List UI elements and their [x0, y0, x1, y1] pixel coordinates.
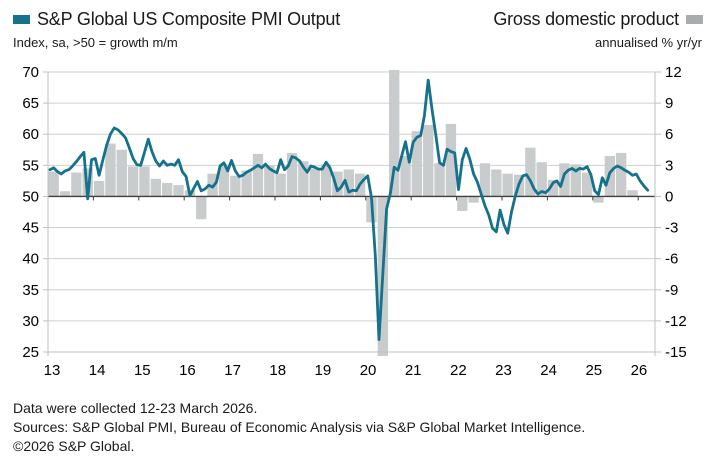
svg-text:40: 40 — [22, 251, 39, 268]
right-axis-subtitle: annualised % yr/yr — [595, 35, 702, 50]
footnote-copyright: ©2026 S&P Global. — [13, 438, 135, 454]
svg-text:21: 21 — [405, 362, 422, 379]
svg-text:13: 13 — [44, 362, 61, 379]
gdp-bars-group — [48, 70, 638, 356]
svg-text:3: 3 — [665, 157, 673, 174]
svg-text:65: 65 — [22, 95, 39, 112]
gridlines-group — [48, 71, 655, 353]
legend-right: Gross domestic product — [493, 9, 703, 30]
svg-text:14: 14 — [89, 362, 106, 379]
svg-text:-15: -15 — [665, 344, 687, 361]
zero-line-group — [48, 195, 655, 201]
svg-text:12: 12 — [665, 64, 682, 81]
svg-text:24: 24 — [540, 362, 557, 379]
left-axis-subtitle: Index, sa, >50 = growth m/m — [13, 35, 178, 50]
svg-text:9: 9 — [665, 95, 673, 112]
svg-text:6: 6 — [665, 126, 673, 143]
svg-text:18: 18 — [269, 362, 286, 379]
svg-text:20: 20 — [360, 362, 377, 379]
svg-text:-3: -3 — [665, 220, 678, 237]
svg-text:15: 15 — [134, 362, 151, 379]
svg-text:-9: -9 — [665, 282, 678, 299]
left-axis-labels: 70 65 60 55 50 45 40 35 30 25 — [22, 64, 39, 361]
svg-text:25: 25 — [22, 344, 39, 361]
footnote-collection-dates: Data were collected 12-23 March 2026. — [13, 400, 258, 416]
gdp-bar-legend-swatch — [686, 15, 703, 24]
svg-text:19: 19 — [315, 362, 332, 379]
left-chart-title: S&P Global US Composite PMI Output — [37, 9, 341, 29]
axes-group — [43, 71, 661, 356]
svg-text:25: 25 — [585, 362, 602, 379]
legend-left: S&P Global US Composite PMI Output — [13, 9, 340, 30]
svg-text:30: 30 — [22, 313, 39, 330]
x-axis-labels: 13 14 15 16 17 18 19 20 21 22 23 24 25 26 — [44, 362, 648, 379]
svg-text:0: 0 — [665, 188, 673, 205]
svg-text:50: 50 — [22, 188, 39, 205]
footnotes: Data were collected 12-23 March 2026. So… — [13, 399, 585, 456]
right-chart-title: Gross domestic product — [493, 9, 679, 29]
svg-text:-6: -6 — [665, 251, 678, 268]
svg-text:26: 26 — [631, 362, 648, 379]
svg-text:35: 35 — [22, 282, 39, 299]
svg-text:23: 23 — [495, 362, 512, 379]
pmi-line-legend-swatch — [13, 15, 30, 24]
right-axis-labels: 12 9 6 3 0 -3 -6 -9 -12 -15 — [665, 64, 687, 361]
pmi-line-group — [48, 78, 650, 341]
svg-text:60: 60 — [22, 126, 39, 143]
svg-text:22: 22 — [450, 362, 467, 379]
svg-text:16: 16 — [179, 362, 196, 379]
svg-text:70: 70 — [22, 64, 39, 81]
svg-text:-12: -12 — [665, 313, 687, 330]
svg-text:45: 45 — [22, 220, 39, 237]
footnote-sources: Sources: S&P Global PMI, Bureau of Econo… — [13, 419, 586, 435]
svg-text:17: 17 — [224, 362, 241, 379]
svg-text:55: 55 — [22, 157, 39, 174]
